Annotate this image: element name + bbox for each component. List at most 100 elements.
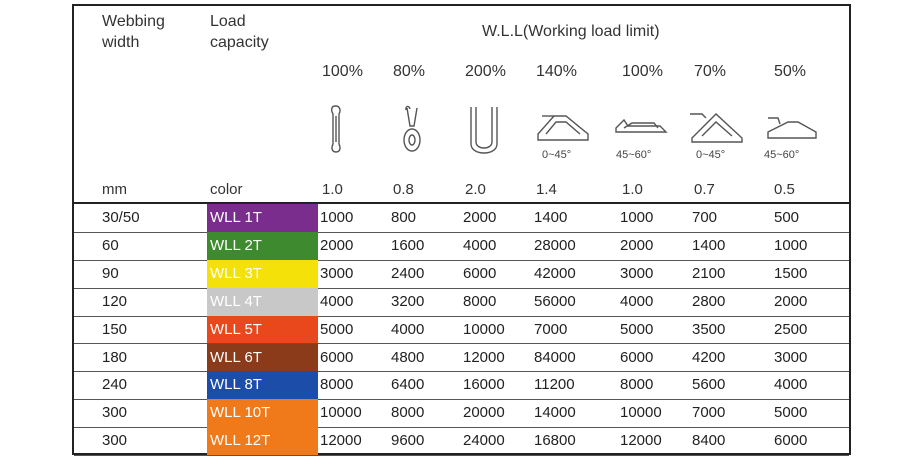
color-swatch: WLL 1T [207, 204, 318, 232]
table-row: 120 WLL 4T 4000 3200 8000 56000 4000 2800 2000 [74, 287, 849, 317]
mode-percent: 50% [774, 63, 807, 80]
wll-value-cell: 2000 [320, 236, 354, 254]
webbing-width-cell: 300 [102, 404, 128, 422]
wll-table: Webbing width Load capacity W.L.L(Workin… [72, 4, 851, 457]
angle-label: 45~60° [616, 149, 651, 161]
wll-label: WLL 3T [210, 264, 262, 282]
color-swatch: WLL 10T [207, 399, 318, 428]
wll-value-cell: 24000 [463, 432, 505, 450]
color-swatch: WLL 12T [207, 427, 318, 456]
wll-value-cell: 7000 [534, 320, 568, 338]
wll-value-cell: 11200 [534, 376, 575, 394]
mode-percent: 140% [536, 63, 577, 80]
wll-value-cell: 8000 [391, 404, 425, 422]
webbing-width-header: Webbing width [102, 11, 165, 53]
wll-value-cell: 3000 [774, 348, 808, 366]
wll-value-cell: 5000 [620, 320, 654, 338]
wll-value-cell: 2100 [692, 264, 726, 282]
color-swatch: WLL 4T [207, 287, 318, 316]
wll-value-cell: 700 [692, 209, 718, 226]
table-row: 300 WLL 10T 10000 8000 20000 14000 10000 7000 50… [74, 399, 849, 429]
webbing-width-cell: 180 [102, 348, 128, 366]
wll-label: WLL 12T [210, 432, 271, 450]
angle-label: 0~45° [542, 149, 571, 161]
mode-factor: 1.4 [536, 181, 557, 198]
color-swatch: WLL 5T [207, 315, 318, 344]
color-label: color [210, 181, 243, 198]
unit-label: mm [102, 181, 127, 198]
mode-percent: 100% [322, 63, 363, 80]
wll-value-cell: 6000 [463, 264, 497, 282]
mode-factor: 0.5 [774, 181, 795, 198]
angle-label: 45~60° [764, 149, 799, 161]
wll-value-cell: 1400 [692, 236, 726, 254]
wll-value-cell: 7000 [692, 404, 726, 422]
mode-percent: 100% [622, 63, 663, 80]
choker-angle-45-60-icon: 45~60° [764, 117, 817, 161]
wll-value-cell: 1500 [774, 264, 808, 282]
wll-value-cell: 4200 [692, 348, 726, 366]
mode-factor: 1.0 [622, 181, 643, 198]
wll-value-cell: 1000 [320, 209, 354, 226]
wll-value-cell: 1000 [620, 209, 654, 226]
webbing-width-cell: 240 [102, 376, 128, 394]
wll-value-cell: 6000 [774, 432, 808, 450]
webbing-header-line2: width [102, 34, 140, 51]
wll-value-cell: 1400 [534, 209, 568, 226]
wll-value-cell: 9600 [391, 432, 425, 450]
header-separator [74, 202, 849, 204]
wll-value-cell: 20000 [463, 404, 505, 422]
capacity-header-line1: Load [210, 13, 246, 30]
wll-value-cell: 4000 [391, 320, 425, 338]
wll-value-cell: 16000 [463, 376, 505, 394]
wll-value-cell: 10000 [320, 404, 362, 422]
color-swatch: WLL 2T [207, 231, 318, 260]
wll-value-cell: 3500 [692, 320, 726, 338]
wll-value-cell: 5000 [774, 404, 808, 422]
wll-label: WLL 8T [210, 376, 262, 394]
wll-label: WLL 10T [210, 404, 271, 422]
wll-value-cell: 5000 [320, 320, 354, 338]
mode-factor: 1.0 [322, 181, 343, 198]
webbing-width-cell: 90 [102, 264, 119, 282]
wll-value-cell: 3000 [620, 264, 654, 282]
wll-value-cell: 8400 [692, 432, 726, 450]
wll-value-cell: 6000 [320, 348, 354, 366]
angle-label: 0~45° [696, 149, 725, 161]
wll-value-cell: 4000 [620, 292, 654, 310]
wll-label: WLL 5T [210, 320, 262, 338]
webbing-header-line1: Webbing [102, 13, 165, 30]
table-row: 90 WLL 3T 3000 2400 6000 42000 3000 2100 1500 [74, 259, 849, 289]
basket-hitch-icon [470, 107, 498, 154]
wll-value-cell: 3200 [391, 292, 425, 310]
webbing-width-cell: 120 [102, 292, 128, 310]
wll-value-cell: 3000 [320, 264, 354, 282]
wll-value-cell: 2000 [620, 236, 654, 254]
wll-value-cell: 10000 [620, 404, 662, 422]
wll-label: WLL 4T [210, 292, 262, 310]
wll-value-cell: 28000 [534, 236, 576, 254]
color-swatch: WLL 8T [207, 371, 318, 400]
mode-factor: 2.0 [465, 181, 486, 198]
wll-value-cell: 4000 [320, 292, 354, 310]
webbing-width-cell: 30/50 [102, 209, 140, 226]
wll-value-cell: 800 [391, 209, 417, 226]
wll-value-cell: 12000 [620, 432, 662, 450]
capacity-header-line2: capacity [210, 34, 269, 51]
basket-angle-0-45-icon: 0~45° [537, 115, 589, 161]
wll-value-cell: 12000 [320, 432, 362, 450]
wll-title: W.L.L(Working load limit) [482, 23, 660, 40]
table-row: 300 WLL 12T 12000 9600 24000 16800 12000 8400 60… [74, 427, 849, 457]
wll-value-cell: 6000 [620, 348, 654, 366]
mode-factor: 0.7 [694, 181, 715, 198]
table-row: 60 WLL 2T 2000 1600 4000 28000 2000 1400 1000 [74, 231, 849, 261]
wll-value-cell: 4000 [774, 376, 808, 394]
wll-value-cell: 8000 [320, 376, 354, 394]
color-swatch: WLL 3T [207, 259, 318, 288]
table-row: 150 WLL 5T 5000 4000 10000 7000 5000 3500 2500 [74, 315, 849, 345]
table-row: 240 WLL 8T 8000 6400 16000 11200 8000 5600 4000 [74, 371, 849, 401]
wll-value-cell: 56000 [534, 292, 576, 310]
wll-value-cell: 8000 [463, 292, 497, 310]
basket-angle-45-60-icon: 45~60° [615, 118, 668, 161]
wll-label: WLL 6T [210, 348, 262, 366]
